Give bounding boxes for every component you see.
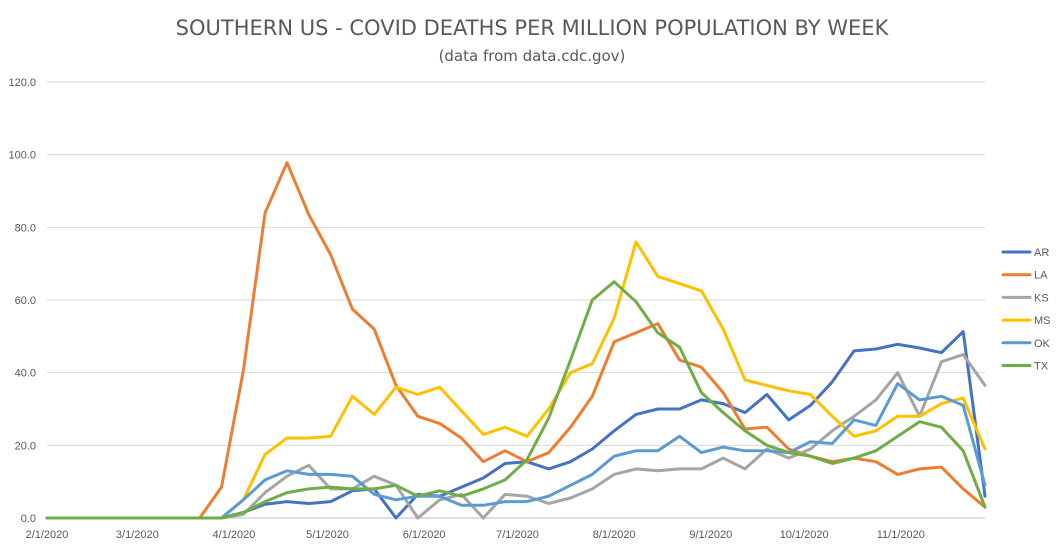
x-tick-label: 6/1/2020 (403, 529, 446, 541)
x-tick-label: 5/1/2020 (306, 529, 349, 541)
gridlines (47, 81, 985, 519)
legend-label-ks: KS (1034, 292, 1049, 304)
y-tick-label: 100.0 (8, 150, 36, 162)
x-tick-label: 9/1/2020 (689, 529, 732, 541)
chart-subtitle: (data from data.cdc.gov) (439, 47, 626, 65)
x-tick-label: 3/1/2020 (116, 529, 159, 541)
legend-label-la: LA (1034, 270, 1048, 282)
series-line-ks (45, 353, 987, 520)
y-tick-label: 120.0 (8, 77, 36, 89)
y-tick-label: 40.0 (15, 368, 36, 380)
x-tick-label: 4/1/2020 (213, 529, 256, 541)
y-tick-label: 0.0 (21, 513, 36, 525)
y-tick-label: 20.0 (15, 440, 36, 452)
legend-label-ok: OK (1034, 338, 1051, 350)
series-lines (45, 161, 987, 520)
legend-label-ar: AR (1034, 247, 1049, 259)
y-axis-ticks: 0.0 20.0 40.0 60.0 80.0 100.0 120.0 (8, 77, 36, 525)
series-line-ms (45, 240, 987, 520)
y-tick-label: 80.0 (15, 222, 36, 234)
x-tick-label: 8/1/2020 (593, 529, 636, 541)
x-tick-label: 10/1/2020 (780, 529, 829, 541)
x-tick-label: 11/1/2020 (877, 529, 925, 541)
x-tick-label: 2/1/2020 (26, 529, 69, 541)
legend-label-tx: TX (1034, 361, 1049, 373)
series-line-la (45, 161, 987, 520)
legend: AR LA KS MS OK TX (1001, 247, 1051, 373)
legend-label-ms: MS (1034, 315, 1051, 327)
chart-title: SOUTHERN US - COVID DEATHS PER MILLION P… (176, 16, 890, 40)
series-line-ok (45, 382, 987, 520)
series-line-ar (45, 330, 987, 520)
x-tick-label: 7/1/2020 (496, 529, 539, 541)
series-line-tx (45, 280, 987, 520)
x-axis-ticks: 2/1/2020 3/1/2020 4/1/2020 5/1/2020 6/1/2020… (26, 529, 925, 541)
y-tick-label: 60.0 (15, 295, 36, 307)
